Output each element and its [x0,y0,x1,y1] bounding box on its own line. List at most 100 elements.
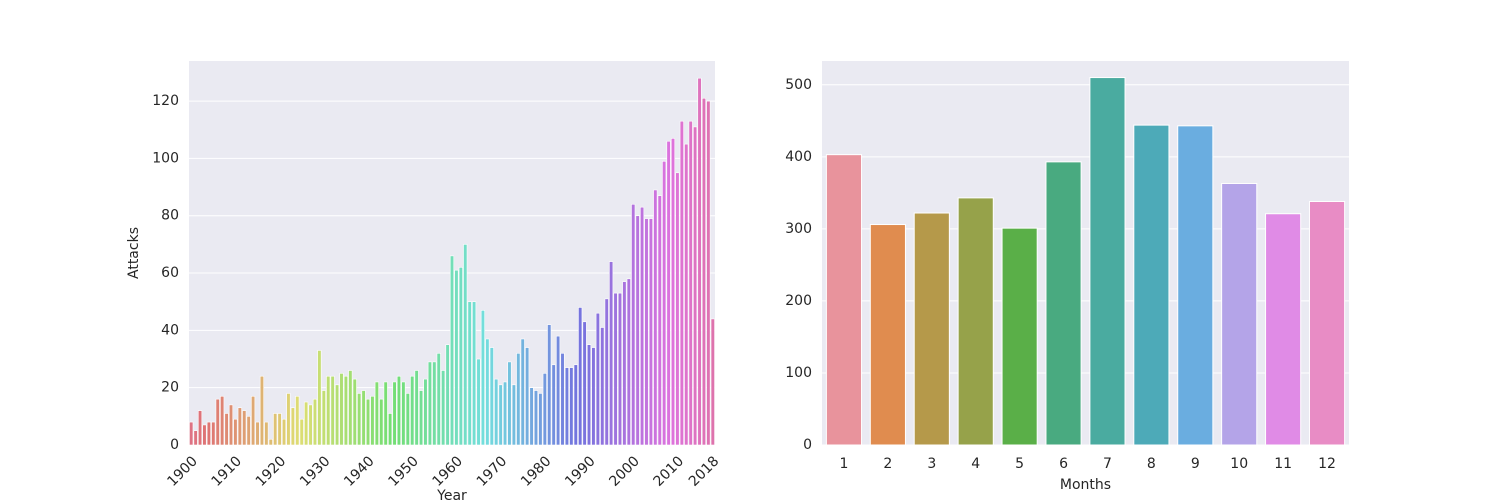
bar [604,298,609,446]
bar [529,387,534,446]
bar [635,215,640,446]
x-tick-label: 1920 [253,453,290,490]
bar [710,318,715,446]
x-axis-label: Year [436,488,467,500]
x-tick-label: 1970 [474,453,511,490]
bar [542,373,547,446]
bar [463,244,468,446]
bar [533,390,539,446]
x-tick-label: 3 [927,456,936,472]
bar [578,307,583,446]
y-tick-label: 0 [170,437,179,453]
bar [913,212,950,446]
bar [472,301,477,446]
bar [423,378,428,446]
bar [317,350,322,446]
bar [693,126,698,446]
bar [335,384,340,446]
bar [281,418,287,446]
plot-background [822,61,1349,445]
bar [869,224,906,446]
bar [295,395,300,446]
y-tick-label: 200 [785,293,812,309]
bar [312,398,318,446]
bar [675,172,680,446]
bar [370,395,375,446]
bar [569,367,574,446]
x-tick-label: 5 [1015,456,1024,472]
bar [304,401,309,446]
bar [498,384,503,446]
bar [299,418,304,446]
bar [639,206,645,446]
bar [1221,182,1258,446]
bar [502,381,508,446]
y-tick-label: 40 [161,322,179,338]
bar [277,413,282,446]
bar [1045,161,1082,446]
x-tick-label: 1990 [562,453,599,490]
x-tick-label: 9 [1191,456,1200,472]
bar [957,197,994,446]
bar [684,143,689,446]
bar [516,352,521,446]
x-tick-label: 12 [1318,456,1336,472]
bar [1089,77,1126,446]
bar [189,421,194,446]
y-tick-label: 0 [803,437,812,453]
bar [591,347,596,446]
bar [556,335,561,446]
bar [648,218,653,446]
bar [582,321,587,446]
x-tick-label: 1910 [209,453,246,490]
bar [326,375,331,446]
bar [418,390,424,446]
y-tick-label: 300 [785,221,812,237]
bar [273,413,278,446]
bar [401,381,406,446]
bar [365,398,371,446]
bar [631,203,636,446]
bar [494,378,499,446]
bar [586,344,592,446]
x-tick-label: 1960 [430,453,467,490]
bar [573,364,578,446]
y-axis-label: Attacks [126,227,142,279]
bar [520,338,525,446]
bar [626,278,631,446]
x-tick-label: 2000 [606,453,643,490]
x-axis-label: Months [1060,477,1111,493]
bar [374,381,379,446]
bar [405,393,410,446]
bar [237,407,242,446]
bar [467,301,472,446]
bar [215,398,220,446]
bar [206,421,211,446]
bar [564,367,569,446]
bar [388,413,393,446]
x-tick-label: 6 [1059,456,1068,472]
bar [1308,200,1346,446]
bar [1133,124,1170,446]
x-tick-label: 1940 [341,453,378,490]
x-tick-label: 1980 [518,453,555,490]
bar [538,393,543,446]
bar [357,393,362,446]
bar [679,120,684,446]
bar [825,154,863,446]
bar [560,352,565,446]
bar [379,398,384,446]
bar [706,100,711,446]
bar [489,347,494,446]
bar [197,410,203,446]
bar [339,373,344,446]
bar [662,160,667,446]
bar [202,424,207,446]
bar [308,404,313,446]
y-tick-label: 100 [785,365,812,381]
bar [193,430,198,446]
bar [211,421,216,446]
bar [697,77,702,446]
